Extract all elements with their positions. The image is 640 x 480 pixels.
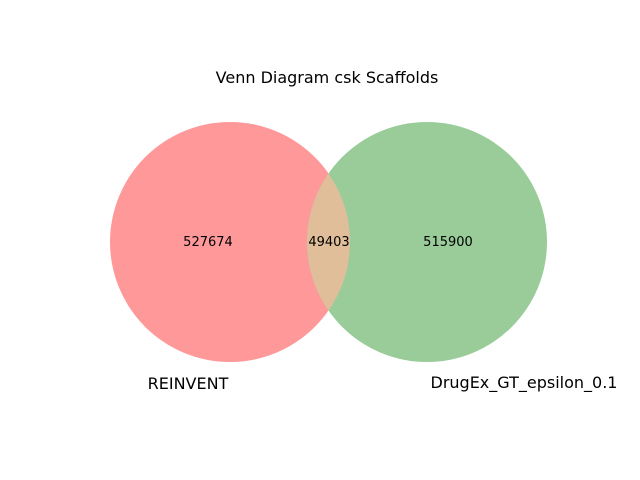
set-b-only-count: 515900 (423, 235, 473, 250)
set-a-only-count: 527674 (183, 235, 233, 250)
set-a-circle (110, 122, 350, 362)
set-a-label: REINVENT (148, 374, 229, 393)
set-b-circle (307, 122, 547, 362)
diagram-title: Venn Diagram csk Scaffolds (216, 68, 439, 87)
set-b-label: DrugEx_GT_epsilon_0.1 (431, 373, 618, 393)
intersection-count: 49403 (308, 235, 349, 250)
